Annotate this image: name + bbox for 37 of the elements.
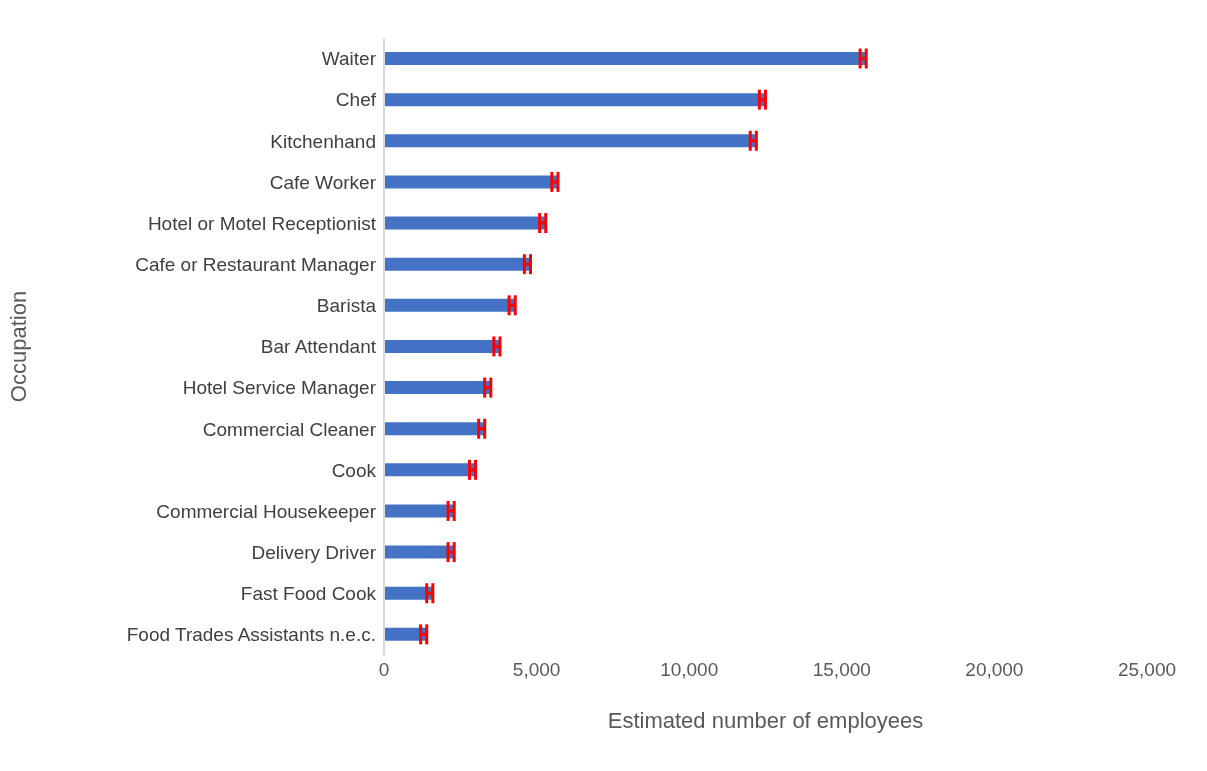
x-tick-label: 20,000 [965,659,1024,681]
bar [384,134,757,148]
y-tick-label: Hotel or Motel Receptionist [147,212,377,234]
y-tick-label: Bar Attendant [260,336,377,358]
x-tick-label: 10,000 [660,659,719,681]
bar [384,586,433,600]
bar [384,216,546,230]
bar [384,175,558,189]
y-tick-label: Kitchenhand [270,130,376,152]
bar [384,93,766,107]
y-tick-label: Cafe or Restaurant Manager [135,253,377,275]
y-tick-label: Delivery Driver [251,541,377,563]
x-tick-label: 5,000 [512,659,561,681]
y-tick-label: Commercial Housekeeper [156,500,377,522]
bar [384,504,455,518]
y-tick-label: Cook [331,459,377,481]
bar [384,339,500,353]
x-tick-label: 0 [378,659,390,681]
bar [384,298,516,312]
y-tick-label: Cafe Worker [269,171,377,193]
x-axis-title: Estimated number of employees [607,708,924,733]
y-tick-label: Waiter [321,48,377,70]
y-tick-label: Barista [316,295,377,317]
y-tick-label: Chef [335,89,377,111]
bar [384,463,476,477]
x-tick-label: 25,000 [1117,659,1177,681]
y-tick-label: Fast Food Cook [240,583,377,605]
bar [384,52,867,65]
y-tick-label: Commercial Cleaner [202,418,377,440]
y-axis-title: Occupation [5,290,31,403]
x-tick-label: 15,000 [812,659,871,681]
y-tick-label: Food Trades Assistants n.e.c. [126,624,376,646]
y-tick-label: Hotel Service Manager [182,377,377,399]
bar [384,545,455,559]
bar [384,257,531,271]
bar [384,381,491,395]
bar [384,422,485,436]
